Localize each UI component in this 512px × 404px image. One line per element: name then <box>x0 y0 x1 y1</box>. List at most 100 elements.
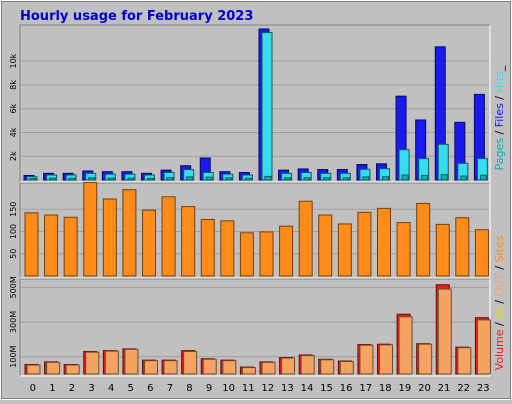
hour-label: 0 <box>30 383 36 394</box>
y-tick-label: 8k <box>9 80 18 90</box>
sites-bar <box>142 209 156 277</box>
sites-bar <box>455 217 470 277</box>
legend-text: Pages / Files / Hits_ <box>493 65 506 170</box>
pages-bar <box>166 177 174 181</box>
y-tick-label: 2k <box>9 151 18 161</box>
legend-volume-sites: Volume / IN / OUT / Sites <box>493 235 506 370</box>
legend-entry: Sites <box>493 235 506 262</box>
y-tick-label: 150 <box>9 202 18 217</box>
y-tick-label: 300M <box>9 311 18 333</box>
hour-label: 6 <box>147 383 153 394</box>
pages-bar <box>68 177 76 181</box>
out-bar <box>261 361 276 375</box>
sites-bar <box>102 198 117 277</box>
panel-hits-files-pages: 2k 4k 6k 8k 10k <box>9 24 491 183</box>
hour-label: 17 <box>359 383 372 394</box>
sites-bar <box>396 222 411 277</box>
out-bar <box>320 359 335 375</box>
sites-bar <box>357 211 372 277</box>
pages-bar <box>401 174 409 181</box>
pages-bar <box>284 177 292 181</box>
pages-bar <box>460 175 468 181</box>
legend-entry: _ <box>493 65 506 72</box>
pages-bar <box>264 175 272 181</box>
y-tick-label: 6k <box>9 103 18 113</box>
y-tick-label: 50 <box>9 249 18 259</box>
out-bar <box>379 344 393 375</box>
pages-bar <box>421 174 429 181</box>
hour-label: 16 <box>340 383 353 394</box>
hour-label: 8 <box>186 383 192 394</box>
pages-bar <box>88 177 96 181</box>
legend-entry: / <box>493 262 506 273</box>
pages-bar <box>147 177 154 181</box>
sites-bar <box>474 229 489 277</box>
hour-label: 7 <box>167 383 173 394</box>
legend-entry: IN <box>493 307 506 318</box>
panel-background <box>20 183 490 278</box>
sites-bar <box>63 216 78 277</box>
sites-bar <box>239 232 254 277</box>
hour-label: 14 <box>301 383 314 394</box>
out-bar <box>398 316 413 375</box>
hour-label: 18 <box>379 383 392 394</box>
panel-volume: 100M 300M 500M <box>9 276 491 377</box>
hour-label: 10 <box>222 383 235 394</box>
out-bar <box>457 347 472 375</box>
y-tick-label: 100M <box>9 345 18 367</box>
pages-bar <box>479 174 487 181</box>
hour-label: 20 <box>418 383 431 394</box>
hour-label: 19 <box>399 383 412 394</box>
legend-entry: Files <box>493 103 506 127</box>
hour-label: 13 <box>281 383 294 394</box>
y-tick-label: 100 <box>9 224 18 239</box>
out-bar <box>183 350 198 375</box>
sites-bar <box>377 207 391 277</box>
y-tick-label: 500M <box>9 276 18 298</box>
hour-label: 11 <box>242 383 255 394</box>
pages-bar <box>440 174 448 181</box>
hour-label: 5 <box>128 383 134 394</box>
pages-bar <box>127 177 135 181</box>
sites-bar <box>279 225 294 277</box>
sites-bar <box>161 196 176 277</box>
out-bar <box>46 361 61 375</box>
sites-bar <box>44 214 59 277</box>
sites-bar <box>181 206 196 277</box>
hour-label: 12 <box>261 383 274 394</box>
hour-label: 3 <box>88 383 94 394</box>
sites-bar <box>337 223 352 277</box>
pages-bar <box>342 177 350 181</box>
hour-label: 22 <box>457 383 470 394</box>
out-bar <box>144 360 158 375</box>
legend-entry: Volume <box>493 329 506 370</box>
pages-bar <box>29 178 37 181</box>
sites-bar <box>435 223 450 277</box>
sites-bar <box>259 231 274 277</box>
panel-sites: 50 100 150 <box>9 182 491 279</box>
out-bar <box>437 288 452 375</box>
legend-entry: Pages <box>493 138 506 171</box>
chart-title: Hourly usage for February 2023 <box>20 9 253 24</box>
out-bar <box>241 367 256 375</box>
hour-label: 2 <box>69 383 75 394</box>
hour-label: 21 <box>438 383 451 394</box>
out-bar <box>339 361 354 375</box>
hour-label: 1 <box>49 383 55 394</box>
sites-bar <box>24 212 39 277</box>
out-bar <box>476 319 491 375</box>
hour-label: 4 <box>108 383 114 394</box>
legend-text: Volume / IN / OUT / Sites <box>493 235 506 370</box>
out-bar <box>163 360 178 375</box>
pages-bar <box>107 177 115 181</box>
out-bar <box>281 357 296 375</box>
pages-bar <box>205 176 213 181</box>
out-bar <box>202 358 217 375</box>
out-bar <box>222 360 237 375</box>
sites-bar <box>416 202 431 277</box>
pages-bar <box>225 177 233 181</box>
sites-bar <box>318 214 333 277</box>
pages-bar <box>244 177 252 181</box>
